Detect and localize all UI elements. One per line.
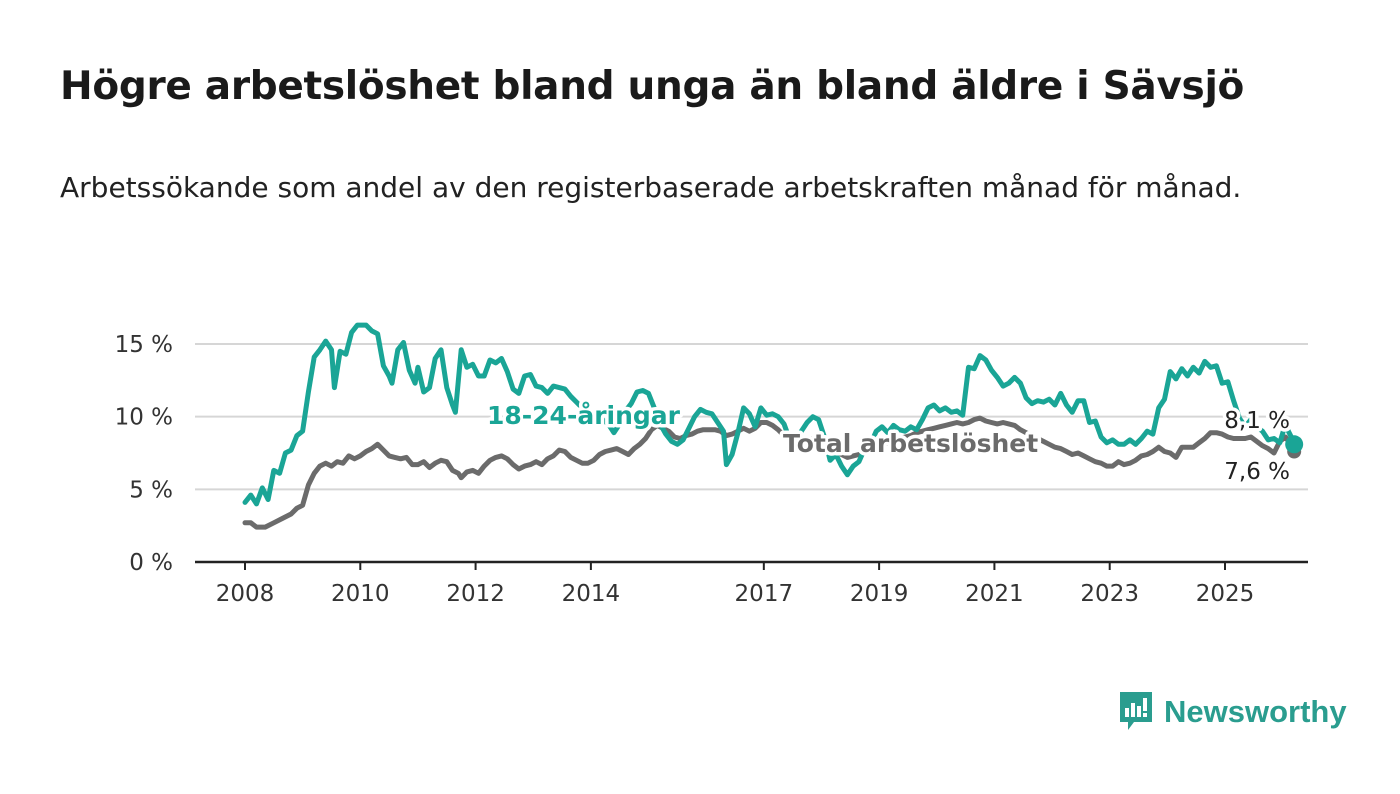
series-line-1 [242,415,1297,530]
y-tick-label: 10 % [115,405,173,431]
x-tick-label: 2023 [1080,581,1139,607]
y-tick-label: 0 % [129,550,173,576]
series-lines [242,322,1304,530]
series-label-total: Total arbetslöshet [783,429,1038,458]
x-tick-label: 2021 [965,581,1024,607]
x-tick-label: 2025 [1196,581,1255,607]
y-tick-label: 15 % [115,332,173,358]
brand-name: Newsworthy [1164,694,1347,729]
x-tick-label: 2008 [216,581,275,607]
series-label-youth: 18-24-åringar [487,401,681,430]
page-subtitle: Arbetssökande som andel av den registerb… [60,171,1242,204]
page-title: Högre arbetslöshet bland unga än bland ä… [60,64,1245,109]
x-tick-labels: 2008 2010 2012 2014 2017 2019 2021 2023 2025 [216,562,1255,607]
y-tick-labels: 0 % 5 % 10 % 15 % [115,332,173,576]
x-tick-label: 2012 [446,581,505,607]
series-label-total-halo: Total arbetslöshet [783,429,1038,458]
end-label-total-halo: 7,6 % [1224,459,1290,485]
end-label-youth: 8,1 % [1224,408,1290,434]
x-tick-label: 2014 [562,581,621,607]
newsworthy-logo-icon [1120,692,1152,730]
series-label-youth-halo: 18-24-åringar [487,401,681,430]
series-line-0 [242,322,1297,507]
x-tick-label: 2010 [331,581,390,607]
end-label-total: 7,6 % [1224,459,1290,485]
x-tick-label: 2019 [850,581,909,607]
newsworthy-brand[interactable]: Newsworthy [1118,690,1347,734]
series-end-dot-youth [1285,435,1304,454]
gridlines [195,343,1308,564]
y-tick-label: 5 % [129,477,173,503]
end-label-youth-halo: 8,1 % [1224,408,1290,434]
x-tick-label: 2017 [735,581,794,607]
